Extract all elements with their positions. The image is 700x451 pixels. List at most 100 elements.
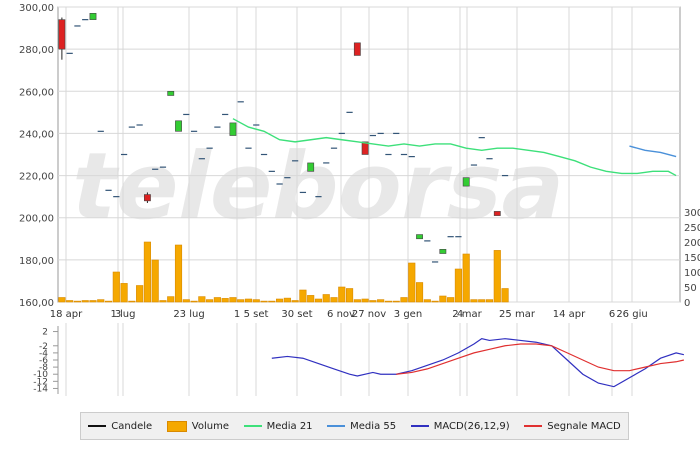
volume-bar (252, 299, 260, 303)
volume-bar (345, 288, 354, 303)
legend-swatch (166, 420, 187, 432)
volume-bar (58, 297, 66, 303)
candle-body (144, 194, 151, 202)
volume-bar (447, 297, 455, 303)
x-tick-label: 2 mar (452, 309, 482, 320)
legend-item: Candele (88, 421, 152, 432)
candle-body (307, 162, 315, 172)
volume-tick-label: 100 (684, 268, 700, 279)
legend: Candele Volume Media 21 Media 55 MACD(26,12,… (80, 412, 629, 440)
volume-bar (206, 299, 214, 303)
x-tick-label: 25 mar (499, 309, 536, 320)
volume-bar (104, 300, 113, 303)
volume-bar (81, 300, 89, 303)
macd-tick-label: -14 (33, 384, 48, 394)
volume-bar (392, 300, 400, 303)
volume-bar (462, 253, 470, 303)
price-tick-label: 180,00 (19, 256, 54, 267)
macd-tick-label: -12 (33, 377, 48, 387)
volume-bar (276, 298, 284, 303)
legend-item: Media 21 (243, 420, 313, 432)
volume-bar (501, 288, 509, 303)
x-tick-label: 3 (115, 309, 121, 320)
macd-tick-label: 2 (42, 328, 48, 338)
volume-bar (478, 299, 486, 303)
volume-bar (120, 283, 128, 303)
price-tick-label: 240,00 (19, 129, 54, 140)
macd-tick-label: -8 (39, 363, 48, 373)
macd-signal-line (396, 343, 685, 375)
volume-bar (377, 299, 385, 303)
legend-label: Candele (111, 420, 153, 432)
legend-swatch (524, 425, 543, 427)
price-tick-label: 220,00 (19, 172, 54, 183)
volume-bar (283, 297, 291, 303)
legend-swatch (327, 425, 346, 427)
macd-line (271, 338, 685, 388)
volume-bar (322, 294, 330, 303)
volume-bar (198, 296, 206, 303)
volume-bar (353, 299, 361, 303)
x-tick-label: 26 giu (616, 309, 647, 320)
legend-label: Media 55 (350, 420, 397, 432)
volume-tick-label: 0 (684, 298, 690, 309)
candle-body (416, 234, 423, 240)
volume-bar (314, 298, 323, 303)
volume-bar (182, 299, 190, 303)
volume-bar (338, 286, 346, 303)
x-tick-label: 3 gen (394, 309, 422, 320)
legend-swatch (243, 425, 262, 427)
candle-body (229, 122, 237, 136)
price-tick-label: 300,00 (19, 3, 54, 14)
price-tick-label: 280,00 (19, 45, 54, 56)
candle-body (361, 141, 369, 155)
volume-bar (89, 300, 97, 303)
legend-swatch (410, 425, 429, 427)
macd-tick-label: -6 (39, 356, 48, 366)
volume-bar (213, 297, 221, 303)
volume-bar (143, 241, 151, 303)
legend-swatch (88, 425, 107, 427)
volume-bar (369, 300, 377, 303)
macd-tick-label: -2 (39, 342, 48, 352)
volume-bar (229, 297, 237, 303)
volume-tick-label: 250 (684, 223, 700, 234)
volume-bar (384, 300, 393, 303)
legend-label: Media 21 (266, 420, 313, 432)
candle-body (167, 90, 175, 96)
volume-bar (291, 300, 299, 303)
volume-bar (470, 299, 478, 303)
x-tick-label: 18 apr (50, 309, 83, 320)
x-tick-label: 30 set (281, 309, 312, 320)
candle-body (439, 249, 447, 254)
volume-bar (136, 285, 144, 303)
volume-tick-label: 50 (684, 283, 697, 294)
legend-label: Volume (191, 420, 229, 432)
volume-bar (361, 298, 369, 303)
x-tick-label: 5 set (244, 309, 269, 320)
volume-bar (493, 250, 501, 303)
volume-bar (221, 298, 229, 303)
volume-bar (454, 268, 462, 303)
volume-bar (73, 300, 82, 303)
x-tick-label: 23 lug (173, 309, 204, 320)
x-tick-label: 6 nov (327, 309, 355, 320)
volume-bar (151, 259, 159, 303)
series-line-media-55 (629, 145, 677, 158)
volume-tick-label: 300 (684, 208, 700, 219)
x-tick-label: 4 (457, 309, 463, 320)
price-tick-label: 160,00 (19, 298, 54, 309)
watermark-text: teleborsa (62, 133, 576, 240)
price-tick-label: 200,00 (19, 214, 54, 225)
volume-bar (112, 271, 120, 303)
volume-bar (415, 282, 424, 303)
volume-bar (260, 300, 268, 303)
volume-bar (431, 300, 439, 303)
volume-bar (167, 296, 175, 303)
x-tick-label: 1 lug (110, 309, 135, 320)
legend-label: MACD(26,12,9) (433, 420, 510, 432)
candle-body (353, 42, 361, 56)
legend-item: Media 55 (327, 421, 396, 432)
volume-bar (400, 297, 408, 303)
